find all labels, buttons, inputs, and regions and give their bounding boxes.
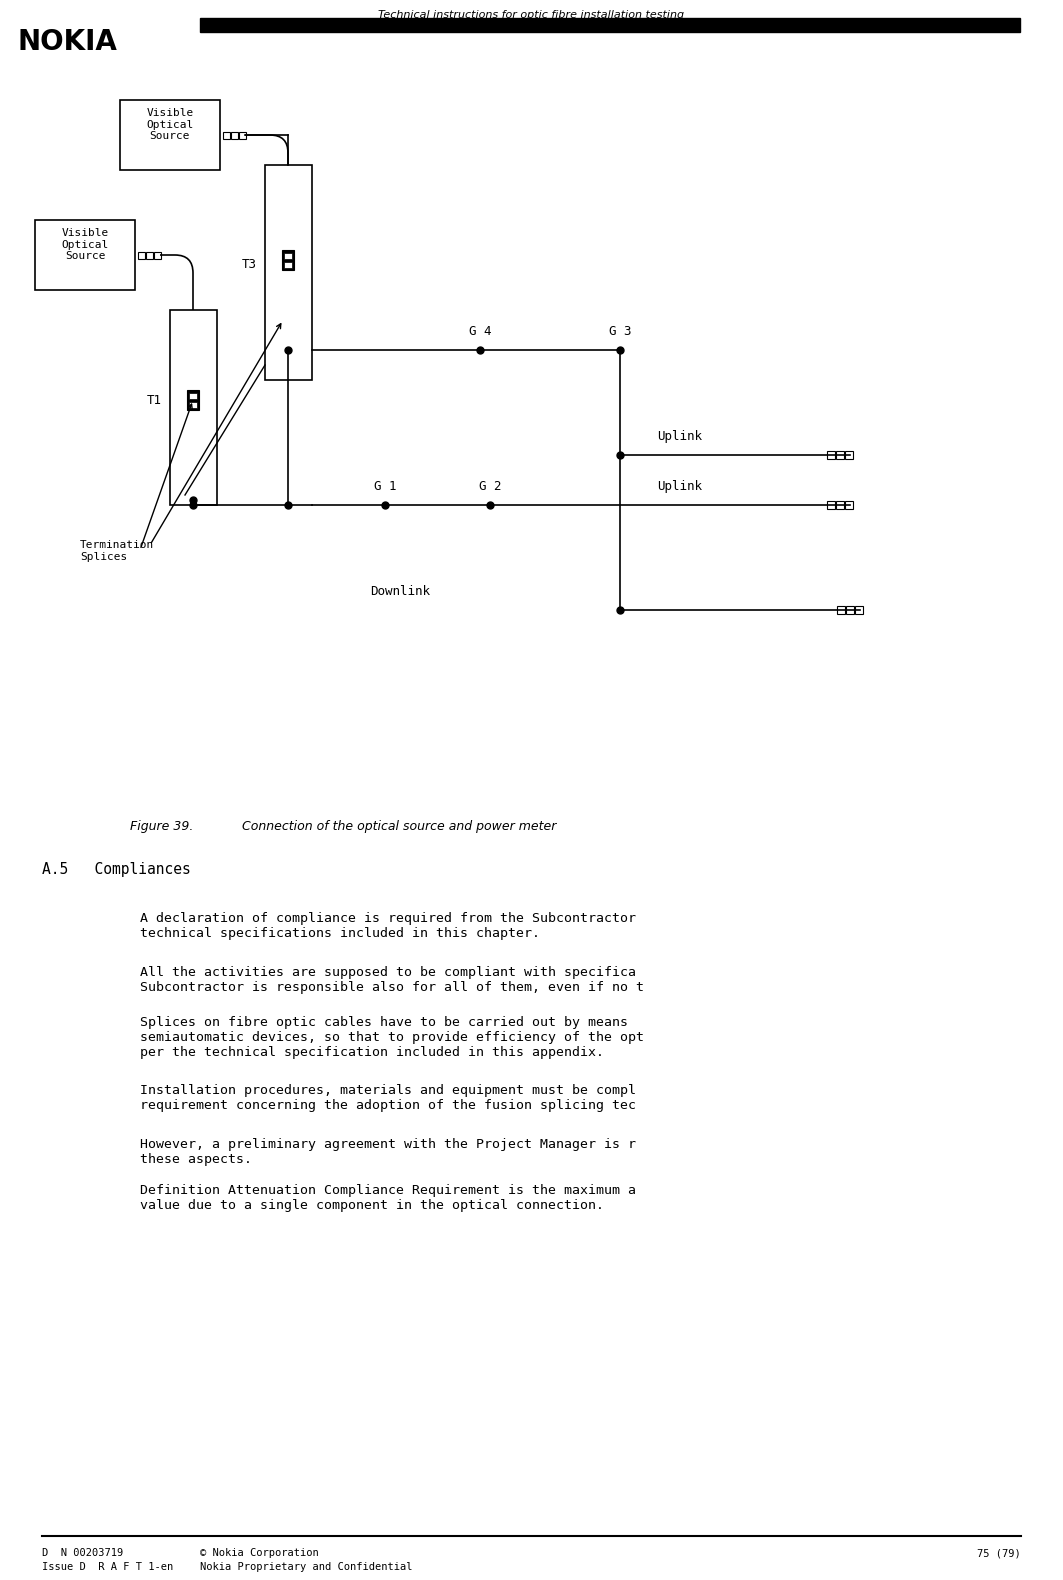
Polygon shape [189,393,197,400]
Polygon shape [282,250,294,270]
Text: A.5   Compliances: A.5 Compliances [43,863,190,877]
Polygon shape [284,253,292,259]
Text: Downlink: Downlink [370,585,431,597]
Text: Termination
Splices: Termination Splices [80,540,154,561]
Text: D  N 00203719: D N 00203719 [43,1548,123,1558]
Text: Figure 39.: Figure 39. [130,820,193,833]
Text: Visible
Optical
Source: Visible Optical Source [147,107,193,141]
Text: Connection of the optical source and power meter: Connection of the optical source and pow… [210,820,556,833]
Text: G 2: G 2 [478,480,502,493]
Text: Definition Attenuation Compliance Requirement is the maximum a
value due to a si: Definition Attenuation Compliance Requir… [140,1183,636,1212]
FancyArrowPatch shape [141,404,192,547]
Polygon shape [265,164,313,381]
FancyArrowPatch shape [151,324,281,542]
Polygon shape [846,607,854,615]
Text: G 4: G 4 [469,325,491,338]
Polygon shape [837,607,845,615]
Text: Visible
Optical
Source: Visible Optical Source [62,228,108,261]
Text: Technical instructions for optic fibre installation testing: Technical instructions for optic fibre i… [378,9,685,21]
Polygon shape [827,450,836,460]
Polygon shape [120,100,220,171]
Text: Installation procedures, materials and equipment must be compl
requirement conce: Installation procedures, materials and e… [140,1084,636,1112]
Text: A declaration of compliance is required from the Subcontractor
technical specifi: A declaration of compliance is required … [140,912,636,940]
Text: T3: T3 [242,259,257,272]
Polygon shape [222,131,230,139]
Polygon shape [855,607,863,615]
Polygon shape [284,262,292,269]
Polygon shape [189,401,197,408]
Text: T1: T1 [147,393,162,406]
Polygon shape [35,220,135,291]
Polygon shape [836,501,844,509]
Polygon shape [836,450,844,460]
Bar [200,17,1020,32]
Text: However, a preliminary agreement with the Project Manager is r
these aspects.: However, a preliminary agreement with th… [140,1138,636,1166]
Text: 75 (79): 75 (79) [977,1548,1020,1558]
Text: © Nokia Corporation: © Nokia Corporation [200,1548,319,1558]
Text: Uplink: Uplink [658,430,703,442]
Polygon shape [170,310,217,506]
Polygon shape [153,251,161,259]
Polygon shape [845,450,853,460]
Text: NOKIA: NOKIA [18,28,118,55]
Text: All the activities are supposed to be compliant with specifica
Subcontractor is : All the activities are supposed to be co… [140,965,644,994]
Text: Uplink: Uplink [658,480,703,493]
Polygon shape [187,390,199,409]
Polygon shape [231,131,237,139]
Polygon shape [238,131,246,139]
Polygon shape [845,501,853,509]
Text: G 1: G 1 [374,480,396,493]
Text: G 3: G 3 [609,325,631,338]
Polygon shape [827,501,836,509]
Text: Issue D  R A F T 1-en: Issue D R A F T 1-en [43,1563,173,1572]
Polygon shape [146,251,152,259]
Text: Splices on fibre optic cables have to be carried out by means
semiautomatic devi: Splices on fibre optic cables have to be… [140,1016,644,1059]
Polygon shape [137,251,145,259]
Text: Nokia Proprietary and Confidential: Nokia Proprietary and Confidential [200,1563,412,1572]
